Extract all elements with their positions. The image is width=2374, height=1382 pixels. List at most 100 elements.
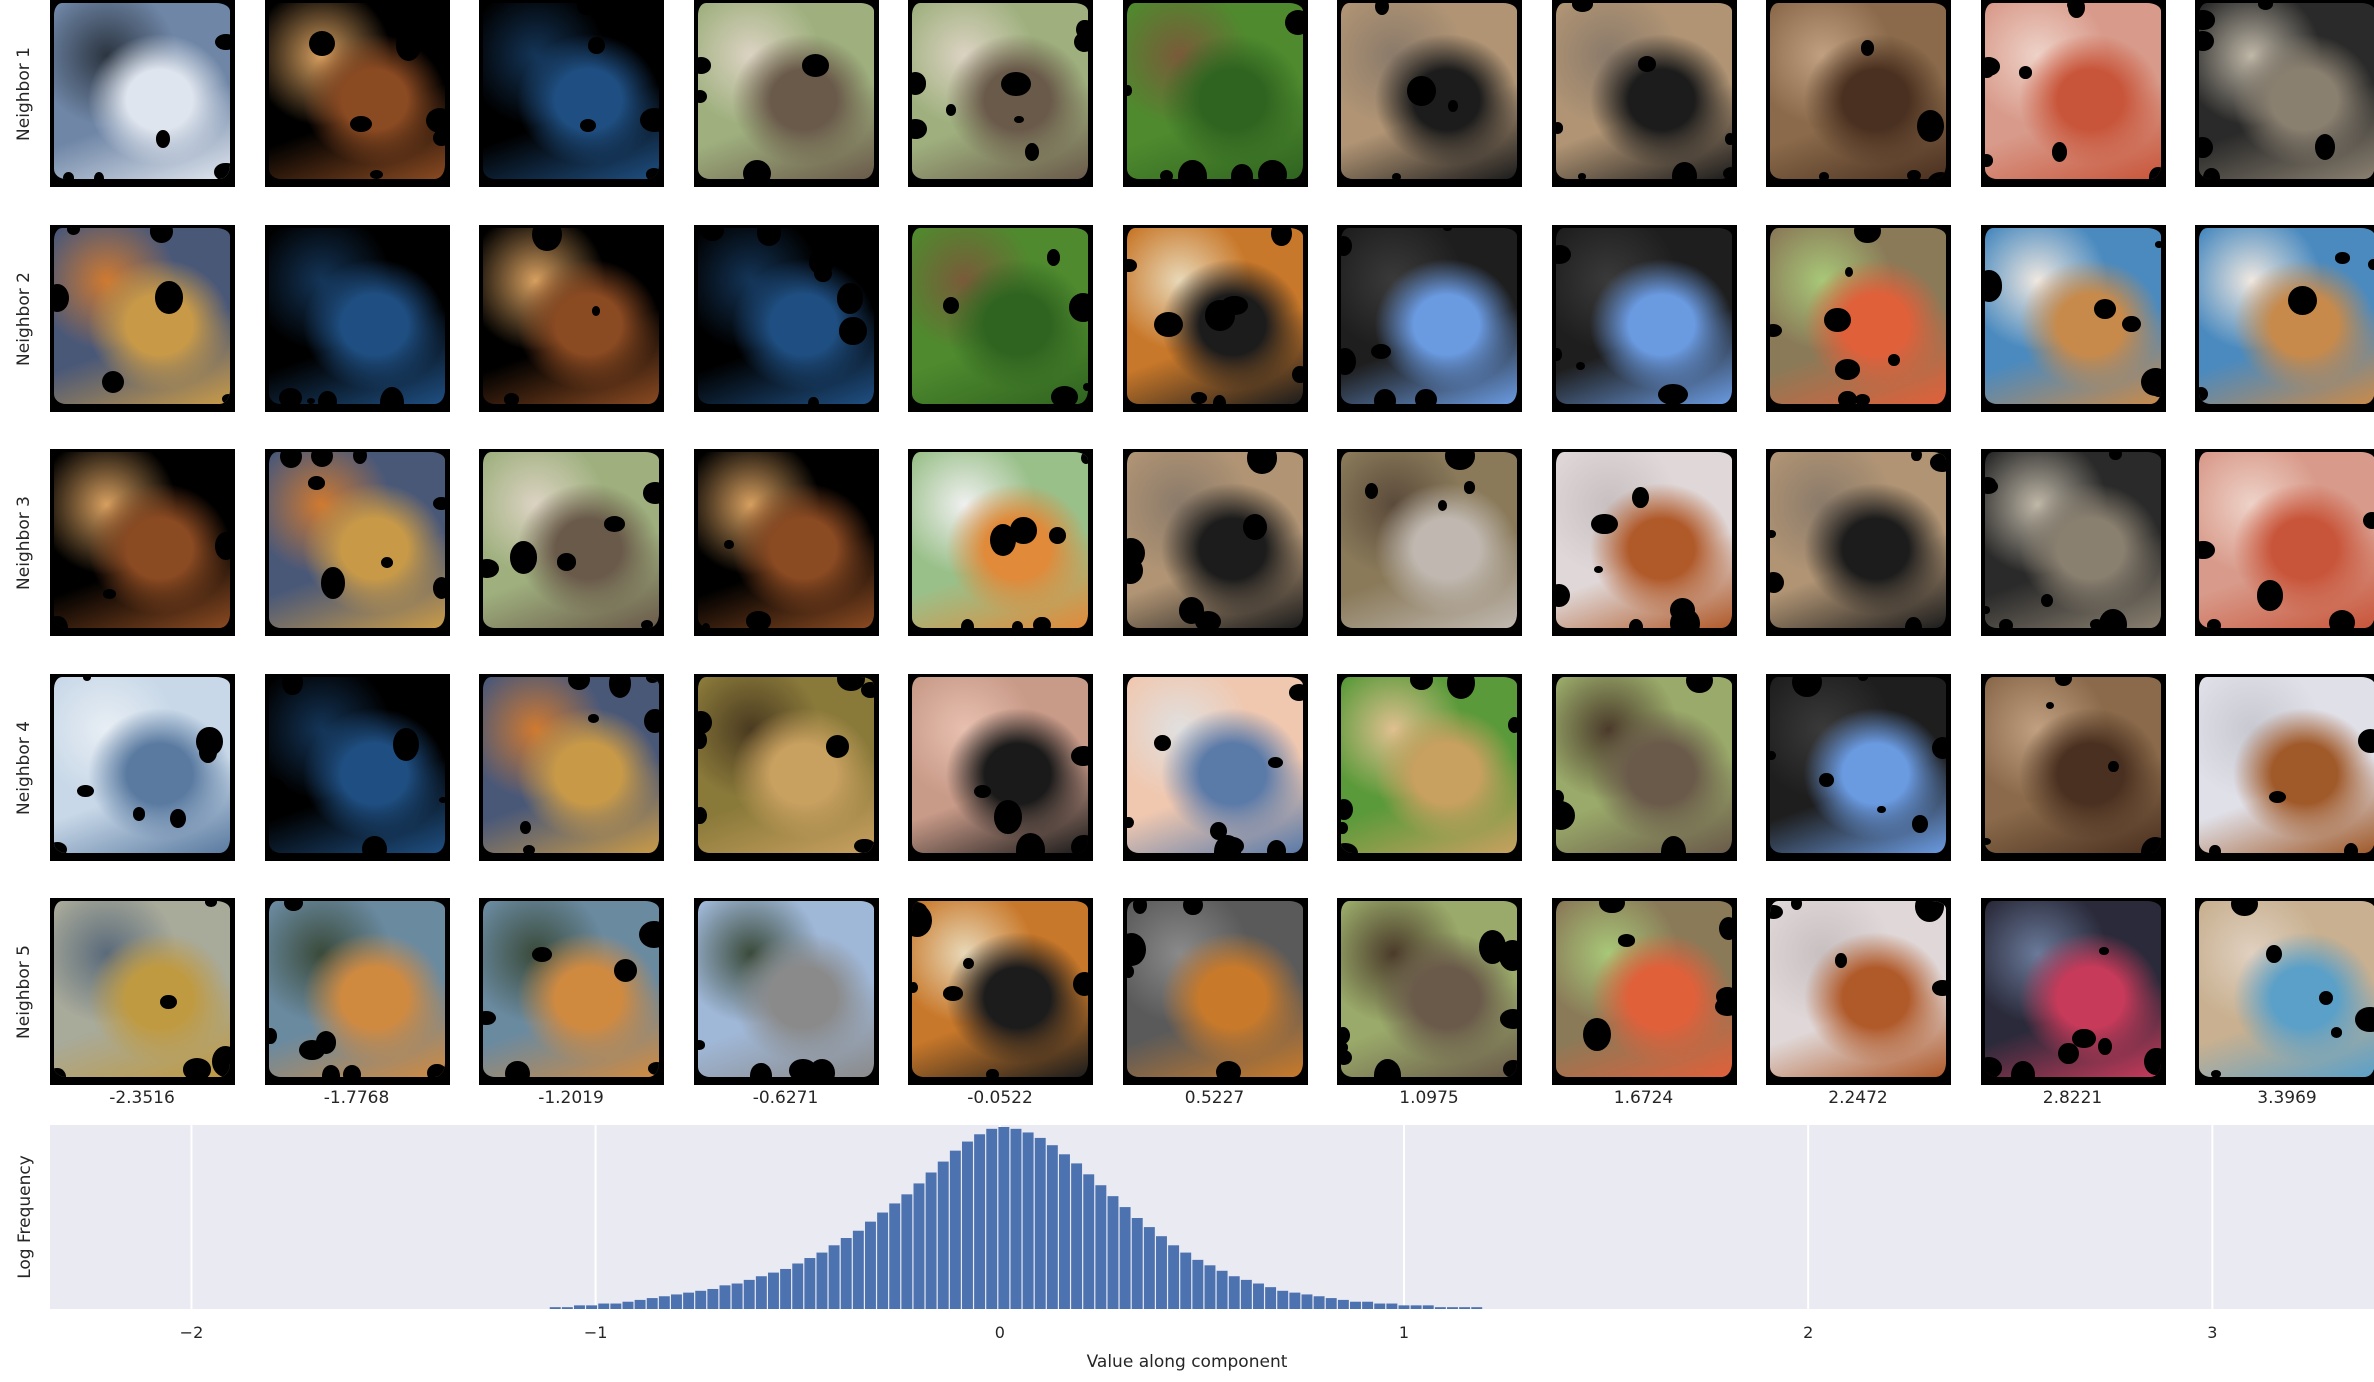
column-value-label: -1.2019 [538,1088,604,1108]
thumbnail-image [1341,3,1517,179]
histogram-bar [998,1127,1010,1309]
x-tick-label: 2 [1803,1323,1813,1342]
histogram-bar [1386,1303,1398,1309]
histogram-bar [828,1245,840,1309]
thumbnail-image [268,3,445,179]
thumbnail-sparrow-ground [693,673,879,861]
thumbnail-image [1984,227,2161,404]
histogram-bar [658,1296,670,1309]
histogram-bar [695,1290,707,1309]
histogram-bar [1410,1305,1422,1309]
histogram-bar [1010,1128,1022,1309]
thumbnail-grid: Neighbor 1 Neighbor 2 Neighbor 3 Neighbor 4… [14,0,2374,1108]
thumbnail-image [1126,901,1303,1077]
histogram-bar [755,1276,767,1309]
thumbnail-white-brown-dog [1551,449,1737,636]
thumbnail-tabby-cat [1551,898,1737,1085]
thumbnail-sky-blue [264,224,450,412]
thumbnail-image [1555,901,1732,1077]
thumbnail-image [1341,452,1517,628]
log-frequency-histogram: −2 −1 0 1 2 3 Value along component Log Frequen… [15,1125,2374,1372]
thumbnail-image [912,452,1088,628]
histogram-bar [949,1150,961,1309]
histogram-bar [1046,1145,1058,1309]
histogram-bar [986,1128,998,1309]
histogram-bar [1362,1301,1374,1309]
thumbnail-clouds-sky [50,0,235,187]
thumbnail-image [483,901,659,1077]
column-value-label: -1.7768 [323,1088,390,1108]
column-value-label: 3.3969 [2257,1088,2317,1108]
x-axis-label: Value along component [1087,1352,1288,1372]
histogram-bar [1374,1303,1386,1309]
histogram-bar [1277,1290,1289,1309]
histogram-bar [634,1299,646,1309]
histogram-bar [974,1134,986,1309]
histogram-bar [1350,1301,1361,1309]
histogram-bar [586,1305,598,1309]
thumbnail-pug-puppies [1980,0,2166,187]
thumbnail-saxophone [479,224,664,412]
thumbnail-image [54,901,230,1077]
histogram-bar [1131,1218,1143,1309]
histogram-bar [1265,1287,1277,1309]
histogram-bar [889,1203,901,1309]
histogram-bar [1119,1207,1131,1309]
thumbnail-image [2199,901,2374,1077]
histogram-bar [1301,1294,1313,1309]
histogram-bar [574,1305,585,1309]
histogram-bar [1059,1154,1070,1309]
thumbnail-lizard-gravel [1122,898,1308,1085]
histogram-bar [1168,1245,1180,1309]
histogram-bar [852,1230,864,1309]
histogram-bar [962,1141,973,1309]
thumbnail-saxophone [264,0,450,187]
thumbnail-image [483,452,659,628]
thumbnail-padlock-chain [50,224,235,412]
thumbnail-image [1341,227,1517,404]
thumbnail-tiger [1122,224,1308,412]
x-tick-label: 1 [1399,1323,1409,1342]
column-value-label: 1.6724 [1613,1088,1674,1108]
histogram-bar [780,1268,792,1309]
row-label: Neighbor 3 [14,496,34,590]
thumbnail-finch [908,449,1093,636]
thumbnail-image [1126,452,1303,628]
thumbnail-black-puppy [1980,898,2166,1085]
histogram-bar [913,1183,925,1309]
thumbnail-image [1984,3,2161,179]
histogram-bar [622,1301,634,1309]
thumbnail-brown-dog [1766,0,1951,187]
thumbnail-tabby-cat [1766,224,1951,412]
thumbnail-image [1770,901,1946,1077]
thumbnail-grey-dog-leaves [1337,449,1522,636]
histogram-bar [683,1292,695,1309]
thumbnail-bird [908,0,1093,187]
thumbnail-shepherd-yard [1551,673,1737,861]
histogram-bar [719,1285,731,1309]
thumbnail-mallard-ducks [1122,0,1308,187]
thumbnail-image [1984,676,2161,853]
x-tick-label: 0 [995,1323,1005,1342]
histogram-bar [1022,1132,1034,1309]
thumbnail-padlock-chain [264,449,450,636]
histogram-bar [646,1298,658,1309]
x-tick-label: −1 [584,1323,608,1342]
histogram-bar [1313,1296,1325,1309]
thumbnail-image [2199,452,2374,628]
histogram-bar [1071,1163,1083,1309]
thumbnail-airplane-field [50,898,235,1085]
thumbnail-shepherd-yard [1337,898,1522,1085]
thumbnail-dark-dog [2195,0,2374,187]
thumbnail-hand-worm [908,673,1093,861]
thumbnail-image [1341,901,1517,1077]
thumbnail-sky-blue [479,0,664,187]
thumbnail-saxophone [50,449,235,636]
histogram-bar [1034,1137,1046,1309]
thumbnail-corgi-blanket [1980,224,2166,412]
histogram-bar [1459,1307,1471,1309]
thumbnail-sky-blue [693,224,879,412]
thumbnail-brown-dog [1980,673,2166,861]
thumbnail-black-dog [1766,673,1951,861]
thumbnail-padlock-chain [479,673,664,861]
